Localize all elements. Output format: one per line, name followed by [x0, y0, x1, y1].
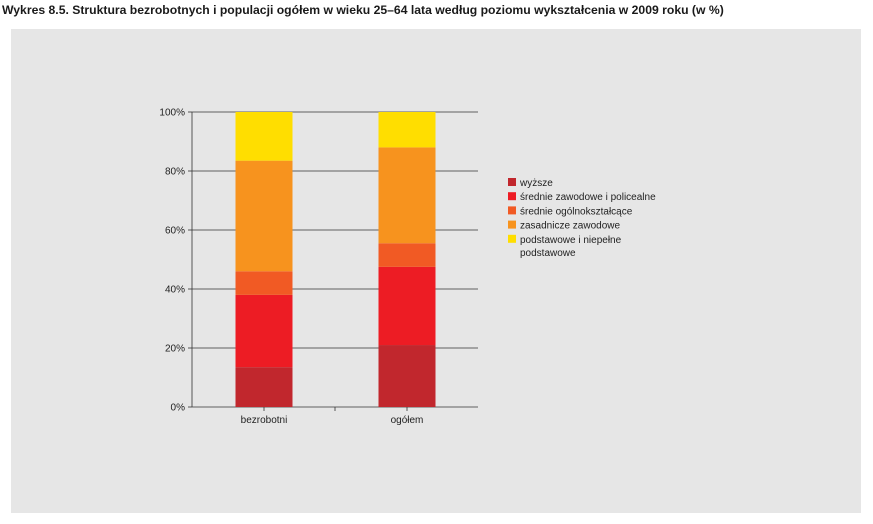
bar-segment: [378, 243, 436, 267]
y-tick-label: 60%: [165, 226, 185, 237]
bar-segment: [378, 112, 436, 148]
legend-swatch: [508, 206, 516, 215]
legend-swatch: [508, 234, 516, 243]
x-tick-label: ogółem: [391, 415, 424, 426]
legend-label: średnie ogólnokształcące: [520, 206, 633, 217]
y-tick-label: 40%: [165, 285, 185, 296]
x-tick-label: bezrobotni: [241, 415, 288, 426]
chart-title: Wykres 8.5. Struktura bezrobotnych i pop…: [2, 3, 724, 17]
bar-segment: [235, 271, 293, 295]
bar-segment: [235, 367, 293, 407]
y-tick-label: 100%: [159, 108, 185, 119]
chart-panel: 0% 20% 40% 60% 80% 100% bezrobotni ogółem wyższe…: [11, 29, 861, 513]
y-tick-label: 80%: [165, 167, 185, 178]
bar-segment: [235, 160, 293, 272]
legend-label: wyższe: [519, 178, 553, 189]
bar-segment: [378, 266, 436, 346]
stacked-bar-chart: 0% 20% 40% 60% 80% 100% bezrobotni ogółem wyższe…: [159, 108, 656, 427]
legend-label: średnie zawodowe i policealne: [520, 192, 656, 203]
bar-segment: [378, 147, 436, 244]
legend-label: podstawowe i niepełne podstawowe: [520, 235, 622, 259]
legend-swatch: [508, 220, 516, 229]
y-tick-label: 20%: [165, 344, 185, 355]
bar-segment: [378, 345, 436, 407]
bar-segment: [235, 294, 293, 368]
bar-segment: [235, 112, 293, 161]
legend-swatch: [508, 178, 516, 186]
y-tick-label: 0%: [171, 403, 186, 414]
legend-label: zasadnicze zawodowe: [520, 221, 620, 232]
legend-swatch: [508, 192, 516, 201]
